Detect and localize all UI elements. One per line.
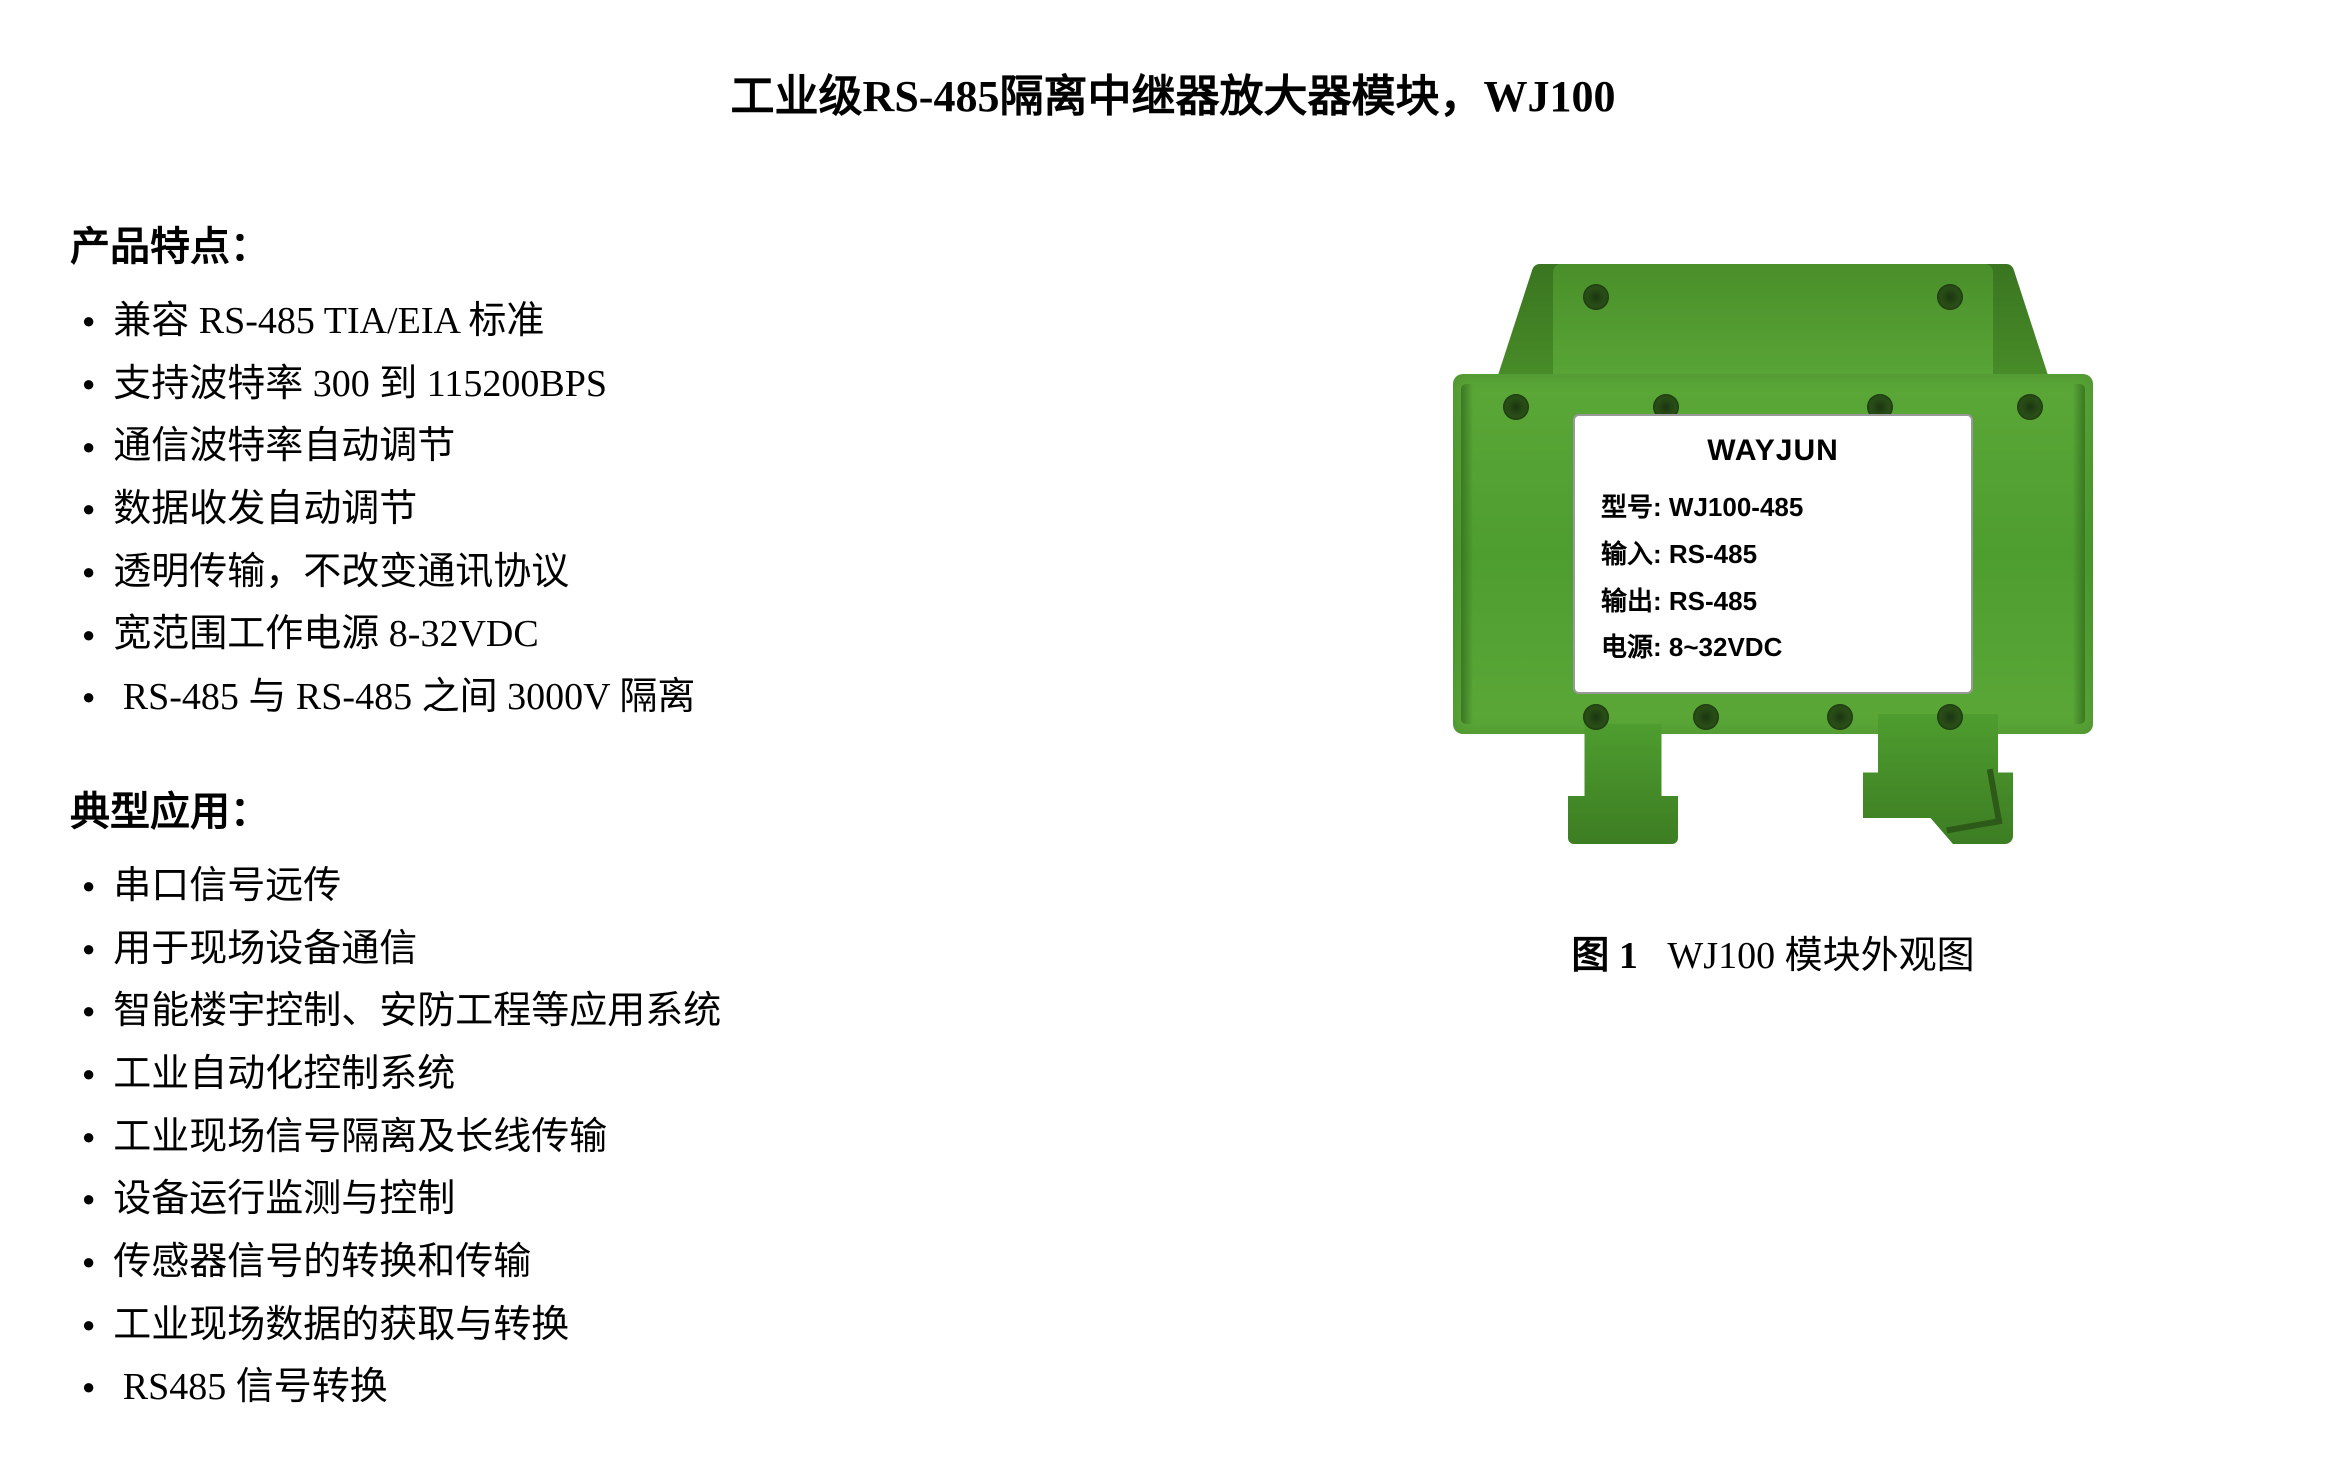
label-value: WJ100-485 [1669, 492, 1803, 522]
label-key: 输出: [1601, 586, 1662, 616]
list-item: 工业现场信号隔离及长线传输 [70, 1106, 1260, 1169]
label-key: 电源: [1601, 632, 1662, 662]
label-key: 输入: [1601, 539, 1662, 569]
module-figure: WAYJUN 型号: WJ100-485 输入: RS-485 输出: RS-4… [1433, 264, 2113, 864]
list-item: 用于现场设备通信 [70, 918, 1260, 981]
screw-hole-icon [1503, 394, 1529, 420]
label-key: 型号: [1601, 492, 1662, 522]
din-rail-clip [1863, 714, 2013, 844]
label-value: RS-485 [1669, 586, 1757, 616]
content-wrapper: 产品特点： 兼容 RS-485 TIA/EIA 标准 支持波特率 300 到 1… [60, 214, 2286, 1469]
label-power: 电源: 8~32VDC [1601, 624, 1945, 671]
label-brand: WAYJUN [1601, 434, 1945, 468]
label-value: RS-485 [1669, 539, 1757, 569]
module-label: WAYJUN 型号: WJ100-485 输入: RS-485 输出: RS-4… [1573, 414, 1973, 694]
screw-hole-icon [1937, 704, 1963, 730]
label-model: 型号: WJ100-485 [1601, 484, 1945, 531]
list-item: 宽范围工作电源 8-32VDC [70, 603, 1260, 666]
list-item: RS485 信号转换 [70, 1356, 1260, 1419]
list-item: 工业现场数据的获取与转换 [70, 1294, 1260, 1357]
features-list: 兼容 RS-485 TIA/EIA 标准 支持波特率 300 到 115200B… [70, 290, 1260, 729]
figure-caption: 图 1 WJ100 模块外观图 [1571, 924, 1974, 979]
screw-hole-icon [1583, 284, 1609, 310]
left-column: 产品特点： 兼容 RS-485 TIA/EIA 标准 支持波特率 300 到 1… [60, 214, 1260, 1469]
list-item: 工业自动化控制系统 [70, 1043, 1260, 1106]
list-item: 串口信号远传 [70, 855, 1260, 918]
label-output: 输出: RS-485 [1601, 578, 1945, 625]
screw-hole-icon [1583, 704, 1609, 730]
list-item: 智能楼宇控制、安防工程等应用系统 [70, 980, 1260, 1043]
screw-hole-icon [1827, 704, 1853, 730]
label-value: 8~32VDC [1669, 632, 1782, 662]
page-title: 工业级RS-485隔离中继器放大器模块，WJ100 [60, 60, 2286, 124]
right-column: WAYJUN 型号: WJ100-485 输入: RS-485 输出: RS-4… [1260, 214, 2286, 1469]
list-item: 设备运行监测与控制 [70, 1168, 1260, 1231]
figure-number: 图 1 [1571, 935, 1638, 977]
list-item: 通信波特率自动调节 [70, 415, 1260, 478]
list-item: RS-485 与 RS-485 之间 3000V 隔离 [70, 666, 1260, 729]
applications-heading: 典型应用： [70, 779, 1260, 837]
screw-hole-icon [2017, 394, 2043, 420]
figure-text: WJ100 模块外观图 [1667, 935, 1974, 977]
applications-list: 串口信号远传 用于现场设备通信 智能楼宇控制、安防工程等应用系统 工业自动化控制… [70, 855, 1260, 1419]
screw-hole-icon [1693, 704, 1719, 730]
screw-hole-icon [1937, 284, 1963, 310]
module-body: WAYJUN 型号: WJ100-485 输入: RS-485 输出: RS-4… [1453, 264, 2093, 844]
label-input: 输入: RS-485 [1601, 531, 1945, 578]
list-item: 传感器信号的转换和传输 [70, 1231, 1260, 1294]
list-item: 支持波特率 300 到 115200BPS [70, 353, 1260, 416]
din-rail-clip [1568, 724, 1678, 844]
features-heading: 产品特点： [70, 214, 1260, 272]
list-item: 透明传输，不改变通讯协议 [70, 541, 1260, 604]
list-item: 数据收发自动调节 [70, 478, 1260, 541]
list-item: 兼容 RS-485 TIA/EIA 标准 [70, 290, 1260, 353]
